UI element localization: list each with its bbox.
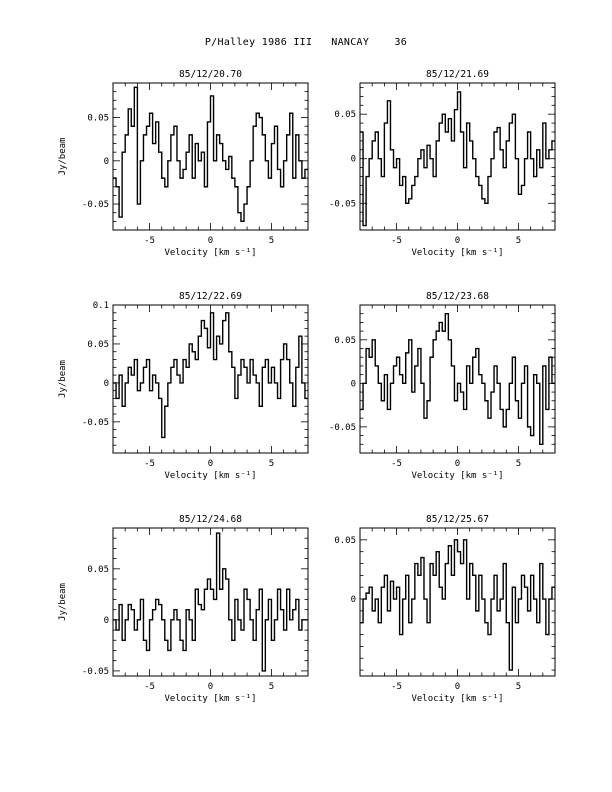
spectrum-line xyxy=(360,539,555,671)
spectrum-line xyxy=(360,91,555,227)
x-tick-label: -5 xyxy=(144,459,155,469)
y-axis-label: Jy/beam xyxy=(58,138,68,176)
x-tick-label: 0 xyxy=(455,459,460,469)
y-tick-label: 0 xyxy=(351,595,356,605)
panel-title: 85/12/22.69 xyxy=(179,291,242,302)
x-tick-label: 0 xyxy=(455,682,460,692)
chart-panel-5: -5 0 5 -0.05 0 0.05 85/12/24.68 Velocity [km s⁻… xyxy=(58,514,309,704)
page-title: P/Halley 1986 III NANCAY 36 xyxy=(204,37,408,48)
chart-panel-4: -5 0 5 -0.05 0 0.05 85/12/23.68 Velocity [km s⁻… xyxy=(329,291,556,481)
y-tick-label: -0.05 xyxy=(329,423,356,433)
y-tick-label: 0.05 xyxy=(334,336,356,346)
y-tick-label: 0.05 xyxy=(87,340,109,350)
y-tick-label: 0 xyxy=(351,379,356,389)
x-tick-label: 5 xyxy=(269,682,274,692)
panel-title: 85/12/25.67 xyxy=(426,514,489,525)
y-tick-label: -0.05 xyxy=(82,200,109,210)
x-tick-label: -5 xyxy=(144,236,155,246)
x-axis-label: Velocity [km s⁻¹] xyxy=(164,248,256,258)
x-tick-label: 5 xyxy=(516,459,521,469)
y-tick-label: 0 xyxy=(104,616,109,626)
x-tick-label: -5 xyxy=(391,459,402,469)
panel-title: 85/12/23.68 xyxy=(426,291,489,302)
plot-frame xyxy=(359,304,556,454)
x-tick-label: 0 xyxy=(208,236,213,246)
y-tick-label: -0.05 xyxy=(82,667,109,677)
y-tick-label: 0.05 xyxy=(87,114,109,124)
spectrum-line xyxy=(113,532,308,672)
panel-title: 85/12/24.68 xyxy=(179,514,242,525)
chart-panel-3: -5 0 5 -0.05 0 0.05 0.1 85/12/22.69 Velocity [km… xyxy=(58,291,309,481)
x-tick-label: -5 xyxy=(144,682,155,692)
chart-panel-2: -5 0 5 -0.05 0 0.05 85/12/21.69 Velocity [km s⁻… xyxy=(329,69,556,258)
x-tick-label: 0 xyxy=(455,236,460,246)
panel-title: 85/12/20.70 xyxy=(179,69,242,80)
x-axis-label: Velocity [km s⁻¹] xyxy=(411,471,503,481)
y-axis-label: Jy/beam xyxy=(58,360,68,398)
x-tick-label: 5 xyxy=(269,459,274,469)
y-tick-label: 0.1 xyxy=(93,301,109,311)
y-tick-label: 0.05 xyxy=(334,110,356,120)
plot-frame xyxy=(112,527,309,677)
x-tick-label: 0 xyxy=(208,682,213,692)
y-tick-label: 0 xyxy=(351,155,356,165)
y-tick-label: -0.05 xyxy=(329,199,356,209)
x-tick-label: 5 xyxy=(516,682,521,692)
x-tick-label: -5 xyxy=(391,682,402,692)
x-axis-label: Velocity [km s⁻¹] xyxy=(411,694,503,704)
x-tick-label: 0 xyxy=(208,459,213,469)
spectrum-line xyxy=(360,313,555,445)
x-axis-label: Velocity [km s⁻¹] xyxy=(164,694,256,704)
chart-panel-6: -5 0 5 0 0.05 85/12/25.67 Velocity [km s⁻¹] xyxy=(334,514,556,704)
x-axis-label: Velocity [km s⁻¹] xyxy=(164,471,256,481)
x-tick-label: 5 xyxy=(516,236,521,246)
y-tick-label: 0.05 xyxy=(334,536,356,546)
x-tick-label: 5 xyxy=(269,236,274,246)
y-tick-label: -0.05 xyxy=(82,418,109,428)
y-axis-label: Jy/beam xyxy=(58,583,68,621)
spectrum-line xyxy=(113,312,308,439)
y-tick-label: 0 xyxy=(104,157,109,167)
panel-title: 85/12/21.69 xyxy=(426,69,489,80)
spectrum-line xyxy=(113,86,308,223)
y-tick-label: 0 xyxy=(104,379,109,389)
x-tick-label: -5 xyxy=(391,236,402,246)
x-axis-label: Velocity [km s⁻¹] xyxy=(411,248,503,258)
chart-panel-1: -5 0 5 -0.05 0 0.05 85/12/20.70 Velocity [km s⁻… xyxy=(58,69,309,258)
y-tick-label: 0.05 xyxy=(87,565,109,575)
